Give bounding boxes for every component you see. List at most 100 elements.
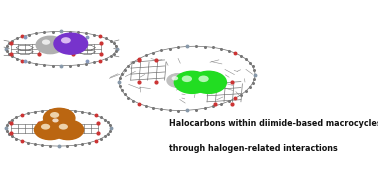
Ellipse shape (189, 80, 195, 84)
Ellipse shape (42, 40, 58, 50)
Ellipse shape (197, 75, 220, 90)
Ellipse shape (61, 37, 71, 43)
Ellipse shape (48, 111, 70, 125)
Ellipse shape (170, 76, 186, 86)
Ellipse shape (39, 38, 62, 52)
Ellipse shape (56, 34, 85, 53)
Ellipse shape (39, 123, 61, 137)
Ellipse shape (186, 78, 198, 86)
Ellipse shape (57, 121, 60, 124)
Ellipse shape (58, 123, 78, 136)
Ellipse shape (61, 37, 81, 50)
Ellipse shape (208, 82, 210, 83)
Ellipse shape (188, 80, 196, 85)
Ellipse shape (178, 80, 179, 81)
Ellipse shape (48, 116, 69, 129)
Ellipse shape (69, 42, 73, 45)
Ellipse shape (46, 128, 54, 132)
Ellipse shape (56, 122, 80, 137)
Ellipse shape (65, 128, 71, 132)
Ellipse shape (174, 78, 183, 84)
Ellipse shape (180, 74, 204, 90)
Ellipse shape (187, 79, 197, 86)
Ellipse shape (176, 79, 180, 82)
Ellipse shape (60, 37, 82, 51)
Ellipse shape (53, 120, 82, 139)
Ellipse shape (198, 76, 219, 89)
Ellipse shape (51, 113, 67, 123)
Ellipse shape (54, 33, 87, 54)
Ellipse shape (175, 78, 181, 83)
Ellipse shape (178, 73, 206, 92)
Ellipse shape (185, 78, 199, 87)
Ellipse shape (64, 128, 71, 132)
Ellipse shape (176, 72, 208, 93)
Ellipse shape (60, 125, 76, 135)
Ellipse shape (50, 117, 67, 128)
Ellipse shape (182, 76, 192, 82)
Ellipse shape (55, 34, 86, 54)
Ellipse shape (58, 122, 59, 123)
Ellipse shape (201, 77, 217, 88)
Ellipse shape (52, 113, 67, 123)
Ellipse shape (172, 77, 184, 84)
Ellipse shape (49, 129, 51, 130)
Ellipse shape (55, 115, 64, 121)
Ellipse shape (50, 44, 51, 46)
Ellipse shape (50, 112, 68, 124)
Ellipse shape (56, 116, 63, 120)
Ellipse shape (54, 121, 82, 139)
Ellipse shape (175, 79, 181, 82)
Ellipse shape (194, 73, 223, 92)
Ellipse shape (191, 82, 193, 83)
Ellipse shape (177, 73, 208, 92)
Ellipse shape (62, 126, 74, 134)
Ellipse shape (36, 35, 65, 54)
Ellipse shape (58, 118, 60, 119)
Ellipse shape (52, 118, 65, 127)
Ellipse shape (54, 120, 63, 125)
Ellipse shape (56, 121, 61, 124)
Ellipse shape (46, 127, 55, 133)
Ellipse shape (207, 81, 211, 84)
Ellipse shape (44, 108, 75, 128)
Ellipse shape (65, 40, 77, 48)
Ellipse shape (57, 123, 79, 137)
Ellipse shape (41, 124, 59, 136)
Ellipse shape (53, 119, 64, 126)
Ellipse shape (49, 117, 68, 129)
Ellipse shape (50, 112, 59, 118)
Ellipse shape (184, 77, 200, 88)
Ellipse shape (53, 32, 88, 55)
Ellipse shape (53, 119, 65, 127)
Ellipse shape (182, 76, 202, 89)
Ellipse shape (42, 39, 50, 45)
Ellipse shape (40, 38, 61, 52)
Ellipse shape (172, 76, 185, 85)
Ellipse shape (36, 120, 65, 139)
Ellipse shape (51, 119, 84, 140)
Ellipse shape (51, 118, 66, 127)
Ellipse shape (55, 122, 81, 138)
Ellipse shape (57, 117, 61, 119)
Ellipse shape (174, 71, 211, 94)
Ellipse shape (57, 35, 84, 52)
Ellipse shape (59, 36, 82, 51)
Ellipse shape (49, 116, 69, 129)
Ellipse shape (59, 124, 68, 130)
Ellipse shape (40, 39, 60, 51)
Ellipse shape (46, 110, 72, 126)
Ellipse shape (48, 129, 52, 131)
Ellipse shape (54, 115, 65, 122)
Ellipse shape (206, 80, 212, 84)
Ellipse shape (38, 37, 62, 53)
Ellipse shape (42, 125, 58, 135)
Ellipse shape (168, 74, 188, 87)
Ellipse shape (43, 108, 76, 128)
Ellipse shape (44, 126, 57, 134)
Ellipse shape (200, 76, 218, 88)
Ellipse shape (195, 74, 222, 91)
Ellipse shape (181, 75, 203, 90)
Ellipse shape (45, 109, 73, 127)
Text: Halocarbons within diimide-based macrocycles: Halocarbons within diimide-based macrocy… (169, 119, 378, 128)
